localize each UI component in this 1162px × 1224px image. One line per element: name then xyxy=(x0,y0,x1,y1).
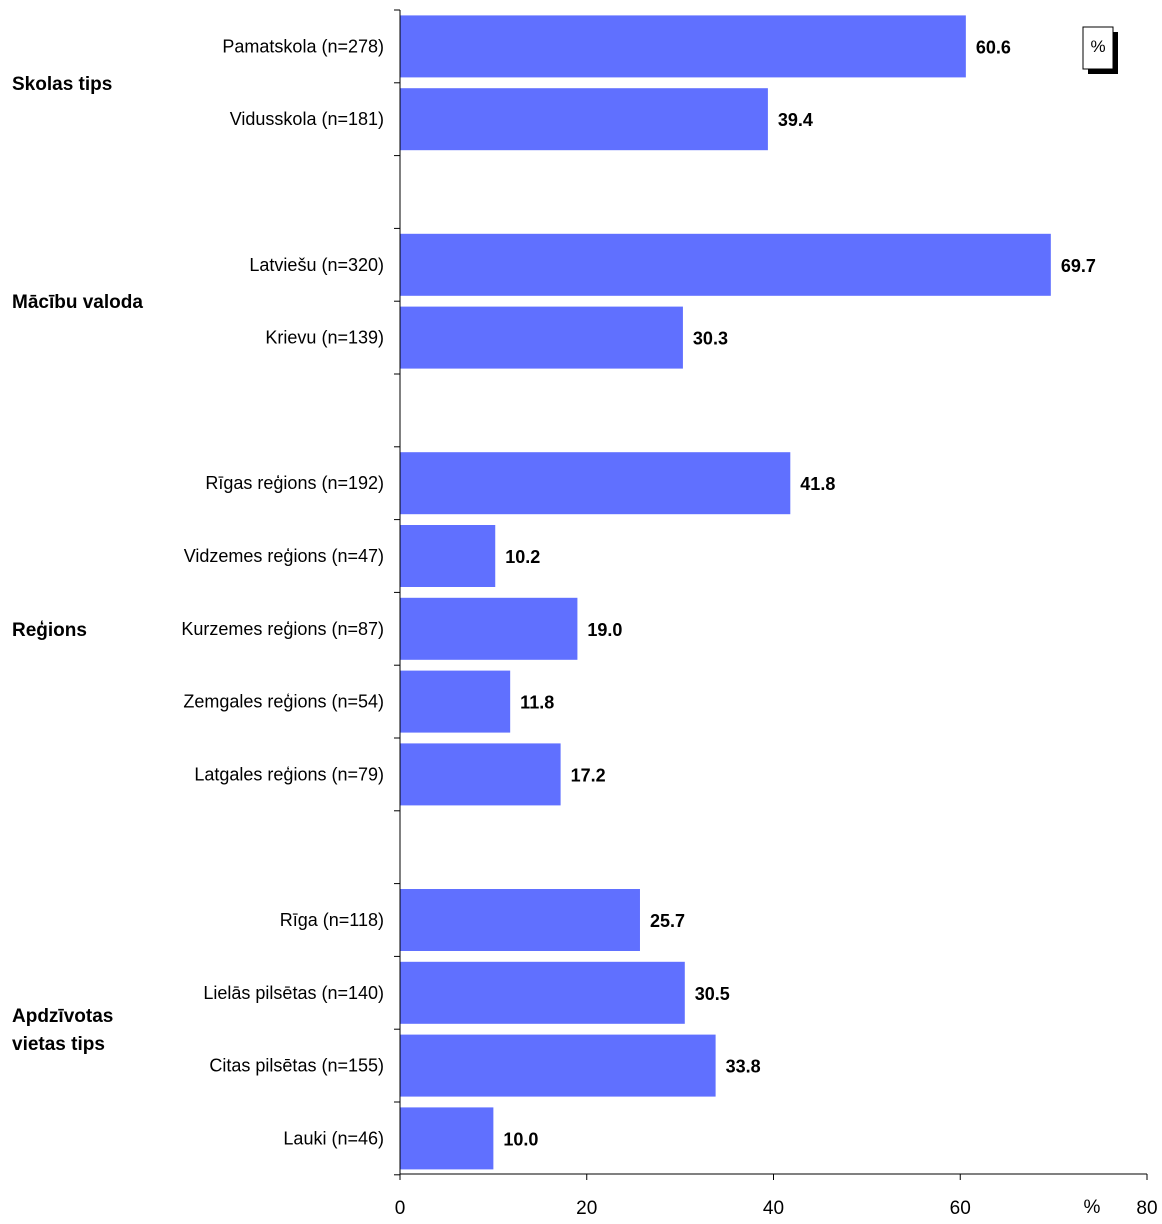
value-label: 41.8 xyxy=(800,474,835,494)
legend-box: % xyxy=(1082,26,1118,74)
group-label: Mācību valoda xyxy=(12,292,143,313)
category-label: Lielās pilsētas (n=140) xyxy=(203,983,384,1003)
value-label: 33.8 xyxy=(726,1057,761,1077)
bar xyxy=(400,1034,716,1097)
group-label: Apdzīvotas xyxy=(12,1006,113,1027)
bar xyxy=(400,743,561,806)
category-label: Lauki (n=46) xyxy=(283,1128,384,1148)
bars-layer xyxy=(400,15,1051,1170)
bar xyxy=(400,525,496,587)
group-label: Skolas tips xyxy=(12,74,112,95)
category-label: Vidzemes reģions (n=47) xyxy=(184,546,384,566)
axes-layer: 0 20 40 60 80 xyxy=(394,9,1158,1219)
value-label: 11.8 xyxy=(520,693,554,713)
x-tick-label: 80 xyxy=(1136,1198,1157,1219)
labels-layer: Pamatskola (n=278) 60.6 Vidusskola (n=181)… xyxy=(12,36,1096,1149)
category-label: Zemgales reģions (n=54) xyxy=(183,692,384,712)
value-label: 10.2 xyxy=(505,547,540,567)
category-label: Kurzemes reģions (n=87) xyxy=(181,619,384,639)
bar xyxy=(400,306,683,369)
category-label: Citas pilsētas (n=155) xyxy=(209,1056,384,1076)
bar xyxy=(400,15,966,78)
bar xyxy=(400,452,791,515)
value-label: 69.7 xyxy=(1061,256,1096,276)
value-label: 10.0 xyxy=(503,1129,538,1149)
bar xyxy=(400,670,511,733)
bar xyxy=(400,88,768,151)
category-label: Rīgas reģions (n=192) xyxy=(205,473,384,493)
category-label: Latviešu (n=320) xyxy=(249,255,384,275)
value-label: 25.7 xyxy=(650,911,685,931)
bar xyxy=(400,233,1051,296)
category-label: Latgales reģions (n=79) xyxy=(194,764,384,784)
legend-frame xyxy=(1082,26,1114,70)
x-tick-label: 20 xyxy=(576,1198,597,1219)
x-tick-label: 0 xyxy=(395,1198,406,1219)
category-label: Vidusskola (n=181) xyxy=(230,109,384,129)
value-label: 30.3 xyxy=(693,329,728,349)
value-label: 39.4 xyxy=(778,110,813,130)
legend-label: % xyxy=(1090,37,1105,56)
value-label: 19.0 xyxy=(587,620,622,640)
bar xyxy=(400,961,685,1024)
x-tick-label: 60 xyxy=(950,1198,971,1219)
x-tick-label: 40 xyxy=(763,1198,784,1219)
bar xyxy=(400,597,578,660)
x-axis-unit-label: % xyxy=(1084,1197,1101,1218)
value-label: 30.5 xyxy=(695,984,730,1004)
group-label: vietas tips xyxy=(12,1034,105,1055)
bar xyxy=(400,1107,494,1170)
group-label: Reģions xyxy=(12,620,87,641)
category-label: Rīga (n=118) xyxy=(280,910,384,930)
bar xyxy=(400,889,640,951)
category-label: Pamatskola (n=278) xyxy=(222,36,384,56)
value-label: 60.6 xyxy=(976,37,1011,57)
value-label: 17.2 xyxy=(571,765,606,785)
category-label: Krievu (n=139) xyxy=(265,328,384,348)
